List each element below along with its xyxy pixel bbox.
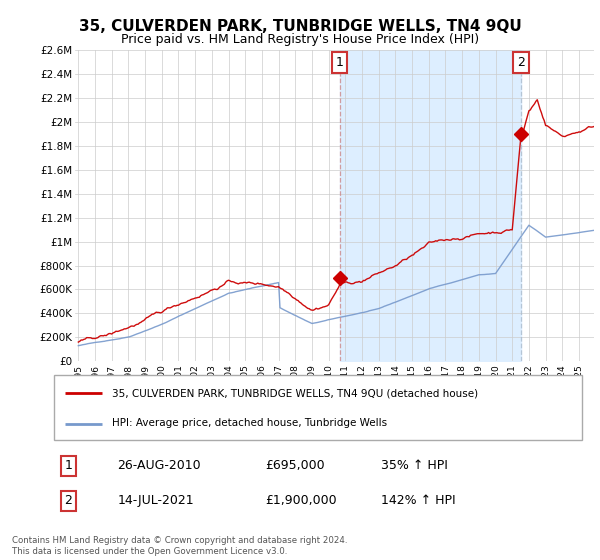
Text: 1: 1	[335, 56, 343, 69]
Text: Price paid vs. HM Land Registry's House Price Index (HPI): Price paid vs. HM Land Registry's House …	[121, 32, 479, 46]
Text: 2: 2	[517, 56, 525, 69]
Text: 35% ↑ HPI: 35% ↑ HPI	[382, 459, 448, 473]
Text: 1: 1	[65, 459, 73, 473]
Text: 26-AUG-2010: 26-AUG-2010	[118, 459, 201, 473]
FancyBboxPatch shape	[54, 375, 582, 440]
Text: 14-JUL-2021: 14-JUL-2021	[118, 494, 194, 507]
Text: 2: 2	[65, 494, 73, 507]
Text: HPI: Average price, detached house, Tunbridge Wells: HPI: Average price, detached house, Tunb…	[112, 418, 387, 428]
Text: £695,000: £695,000	[265, 459, 325, 473]
Text: 35, CULVERDEN PARK, TUNBRIDGE WELLS, TN4 9QU (detached house): 35, CULVERDEN PARK, TUNBRIDGE WELLS, TN4…	[112, 388, 478, 398]
Text: Contains HM Land Registry data © Crown copyright and database right 2024.
This d: Contains HM Land Registry data © Crown c…	[12, 536, 347, 556]
Text: 142% ↑ HPI: 142% ↑ HPI	[382, 494, 456, 507]
Text: £1,900,000: £1,900,000	[265, 494, 337, 507]
Text: 35, CULVERDEN PARK, TUNBRIDGE WELLS, TN4 9QU: 35, CULVERDEN PARK, TUNBRIDGE WELLS, TN4…	[79, 20, 521, 34]
